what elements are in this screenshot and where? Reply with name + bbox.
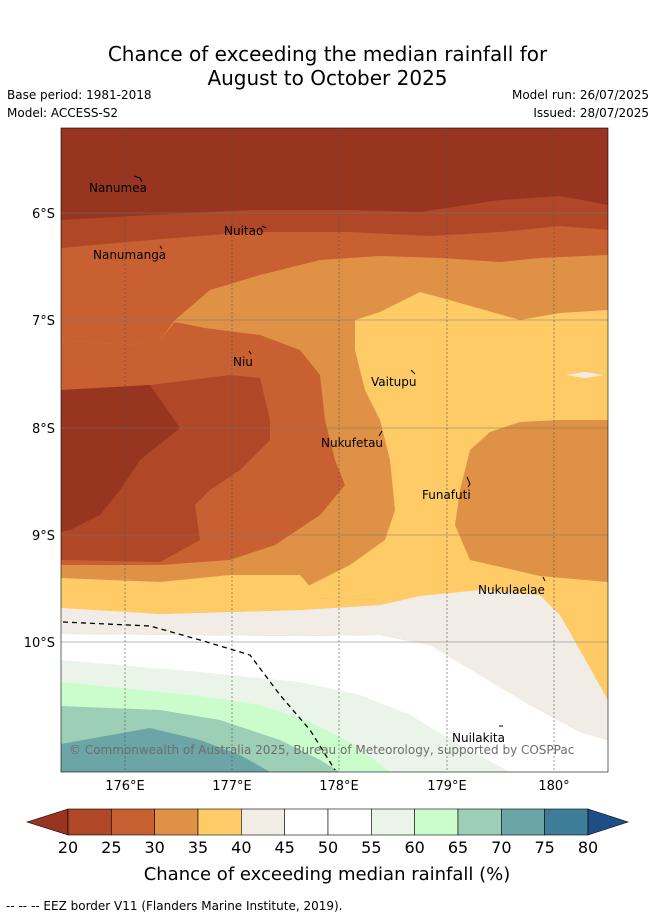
white-streak (566, 372, 604, 378)
colorbar-tick: 40 (231, 838, 251, 857)
colorbar-segment (501, 808, 545, 836)
colorbar: 20 25 30 35 40 45 50 55 60 65 70 75 80 Chance of exc… (26, 808, 629, 885)
colorbar-tick: 25 (101, 838, 121, 857)
island-vaitupu-shape (410, 369, 416, 375)
island-niu-shape (248, 350, 252, 355)
issued-date: Issued: 28/07/2025 (533, 106, 649, 120)
island-nukufetau-shape (378, 430, 383, 437)
lat-tick-10s: 10°S (24, 636, 55, 651)
colorbar-tick: 70 (491, 838, 511, 857)
colorbar-segment (371, 808, 415, 836)
colorbar-segment (111, 808, 155, 836)
lat-tick-labels: 6°S 7°S 8°S 9°S 10°S (24, 207, 55, 651)
lon-tick-176: 176°E (105, 779, 145, 794)
lon-tick-177: 177°E (212, 779, 252, 794)
place-nanumanga: Nanumanga (93, 248, 166, 262)
colorbar-tick: 55 (361, 838, 381, 857)
place-labels: Nanumea Nuitao Nanumanga Niu Vaitupu Nuk… (89, 181, 545, 745)
colorbar-tick: 50 (318, 838, 338, 857)
lat-tick-8s: 8°S (32, 422, 55, 437)
place-niu: Niu (233, 355, 253, 369)
place-nukulaelae: Nukulaelae (478, 583, 545, 597)
place-nanumea: Nanumea (89, 181, 147, 195)
island-nuitao-shape (261, 225, 267, 229)
base-period: Base period: 1981-2018 (7, 88, 152, 102)
map-title-line1: Chance of exceeding the median rainfall … (107, 42, 548, 66)
lat-gridlines (61, 212, 608, 643)
probability-contours (61, 128, 608, 772)
colorbar-tick: 45 (274, 838, 294, 857)
colorbar-segment (284, 808, 329, 836)
colorbar-tick: 65 (448, 838, 468, 857)
colorbar-segment (67, 808, 112, 836)
lat-tick-6s: 6°S (32, 207, 55, 222)
place-nukufetau: Nukufetau (321, 436, 383, 450)
map-title-line2: August to October 2025 (207, 66, 448, 90)
place-nuitao: Nuitao (224, 224, 263, 238)
contour-band-40-45 (61, 590, 608, 740)
place-funafuti: Funafuti (422, 488, 471, 502)
lon-tick-179: 179°E (427, 779, 467, 794)
place-nuilakita: Nuilakita (452, 731, 505, 745)
lon-tick-180: 180° (538, 779, 569, 794)
island-nanumanga-shape (159, 245, 163, 250)
colorbar-segment (241, 808, 285, 836)
colorbar-tick: 35 (188, 838, 208, 857)
copyright-credit: © Commonwealth of Australia 2025, Bureau… (69, 743, 574, 757)
colorbar-over-arrow (587, 808, 629, 836)
eez-border (62, 621, 336, 771)
eez-footnote: -- -- -- EEZ border V11 (Flanders Marine… (6, 899, 343, 913)
colorbar-segment (414, 808, 459, 836)
contour-band-below-20-west (61, 385, 180, 532)
colorbar-segment (544, 808, 589, 836)
model-name: Model: ACCESS-S2 (7, 106, 119, 120)
colorbar-segment (327, 808, 372, 836)
island-outlines (133, 175, 546, 727)
island-nukulaelae-shape (542, 576, 546, 582)
contour-band-30-35-east (455, 420, 608, 582)
colorbar-tick: 30 (144, 838, 164, 857)
colorbar-tick: 60 (404, 838, 424, 857)
colorbar-under-arrow (26, 808, 69, 836)
place-vaitupu: Vaitupu (371, 375, 417, 389)
model-run-date: Model run: 26/07/2025 (511, 88, 649, 102)
lat-tick-9s: 9°S (32, 529, 55, 544)
contour-band-35-40-south (61, 575, 608, 700)
colorbar-tick: 80 (578, 838, 598, 857)
lon-tick-labels: 176°E 177°E 178°E 179°E 180° (105, 779, 569, 794)
colorbar-segment (154, 808, 199, 836)
contour-band-70-75 (61, 728, 270, 772)
lat-tick-7s: 7°S (32, 314, 55, 329)
island-funafuti-shape (466, 476, 471, 488)
map-frame (60, 127, 609, 773)
colorbar-label: Chance of exceeding median rainfall (%) (144, 864, 511, 885)
colorbar-segment (197, 808, 242, 836)
lon-gridlines (124, 128, 555, 772)
island-nanumea-shape (133, 175, 143, 183)
colorbar-tick: 20 (58, 838, 78, 857)
colorbar-segment (457, 808, 502, 836)
colorbar-tick: 75 (534, 838, 554, 857)
lon-tick-178: 178°E (319, 779, 359, 794)
